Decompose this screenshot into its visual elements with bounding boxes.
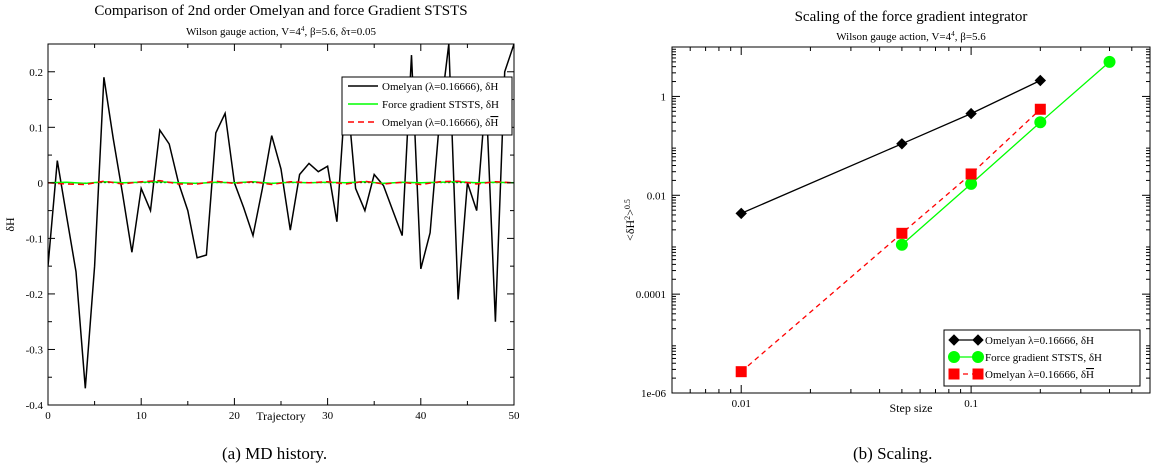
y-tick-label: 1e-06 [641,388,667,400]
legend-marker [972,368,984,380]
chart-b-point-3 [1034,103,1046,115]
chart-b-xlabel: Step size [890,401,933,415]
legend-label: Force gradient STSTS, δH [382,99,499,111]
x-tick-label: 30 [322,410,334,422]
chart-a-series-3 [48,179,514,186]
y-tick-label: 0.2 [29,67,43,79]
chart-b-point-2 [1103,55,1116,68]
chart-a-ylabel: δH [3,217,17,232]
chart-a-subtitle: Wilson gauge action, V=44, β=5.6, δτ=0.0… [186,25,377,38]
legend-label: Force gradient STSTS, δH [985,352,1102,364]
chart-b-series-1 [740,79,1041,214]
legend-label: Omelyan λ=0.16666, δH [985,335,1094,347]
legend-marker [948,334,960,346]
chart-a-title: Comparison of 2nd order Omelyan and forc… [94,3,467,19]
chart-b-point-2 [965,177,978,190]
y-tick-label: -0.2 [26,289,43,301]
x-tick-label: 0 [45,410,51,422]
chart-b-point-1 [896,138,908,150]
x-tick-label: 40 [415,410,427,422]
y-tick-label: 1 [661,91,667,103]
chart-b-frame [671,46,1151,394]
legend-label: Omelyan (λ=0.16666), δH [382,117,498,129]
legend-marker [948,351,960,363]
chart-b-point-3 [965,168,977,180]
y-tick-label: 0.0001 [636,289,666,301]
legend-marker [972,351,984,363]
chart-b-point-2 [1034,116,1047,129]
y-tick-label: 0 [38,178,44,190]
chart-b-title: Scaling of the force gradient integrator [795,9,1028,25]
legend-label: Omelyan λ=0.16666, δH [985,369,1094,381]
y-tick-label: -0.4 [26,400,44,412]
y-tick-label: 0.1 [29,122,43,134]
chart-b-point-1 [1034,74,1047,87]
y-tick-label: -0.1 [26,233,43,245]
y-tick-label: -0.3 [26,344,44,356]
chart-b-subtitle: Wilson gauge action, V=44, β=5.6 [836,30,986,43]
x-tick-label: 50 [509,410,521,422]
chart-b-point-1 [965,107,977,120]
chart-a-series-1 [48,44,514,389]
x-tick-label: 10 [136,410,148,422]
caption-b: (b) Scaling. [853,444,933,463]
chart-a-xlabel: Trajectory [256,409,306,423]
x-tick-label: 0.01 [732,398,751,410]
caption-a: (a) MD history. [222,444,328,463]
chart-a: Comparison of 2nd order Omelyan and forc… [3,3,520,423]
x-tick-label: 20 [229,410,241,422]
chart-b-point-1 [735,207,747,220]
chart-b-point-3 [735,366,747,378]
chart-b-ylabel: <δH2>0.5 [623,199,638,241]
chart-b-series-2 [901,61,1110,246]
chart-b-point-2 [895,238,908,251]
chart-b-point-3 [896,227,908,239]
legend-marker [948,368,960,380]
legend-label: Omelyan (λ=0.16666), δH [382,81,498,93]
chart-b: Scaling of the force gradient integrator… [623,9,1151,415]
y-tick-label: 0.01 [647,190,666,202]
x-tick-label: 0.1 [964,398,978,410]
legend-marker [972,334,984,346]
